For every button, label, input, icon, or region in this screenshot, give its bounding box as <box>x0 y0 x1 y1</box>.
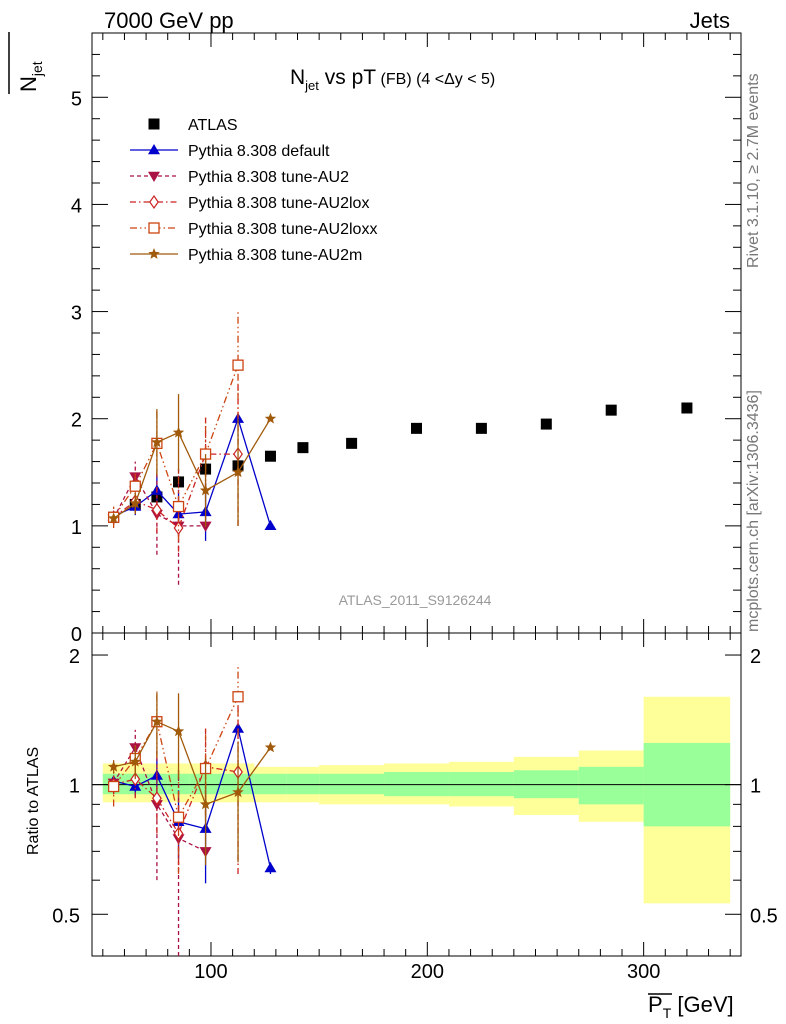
series-5-point <box>129 497 141 509</box>
series-0-point <box>297 442 309 454</box>
watermark-label: ATLAS_2011_S9126244 <box>339 592 492 608</box>
series-2 <box>107 461 212 956</box>
legend-entry: ATLAS <box>148 117 238 134</box>
series-4-ratio-point <box>172 811 185 823</box>
y-tick-label: 5 <box>71 88 82 110</box>
legend-label: Pythia 8.308 tune-AU2 <box>188 169 349 186</box>
series-0-point <box>346 437 358 449</box>
series-0-point <box>475 422 487 434</box>
series-0 <box>108 402 693 523</box>
series-5-ratio-point <box>107 760 120 772</box>
svg-text:PT [GeV]: PT [GeV] <box>648 992 734 1021</box>
band-inner-bin <box>167 773 190 795</box>
ratio-tick-label-right: 2 <box>750 646 761 668</box>
y-tick-label: 1 <box>71 517 82 539</box>
series-3-ratio-point <box>151 791 162 806</box>
series-5-ratio-point <box>172 725 185 737</box>
band-inner-bin <box>448 771 514 797</box>
series-5-point <box>264 412 277 424</box>
legend-entry: Pythia 8.308 tune-AU2 <box>130 169 349 186</box>
header-left-label: 7000 GeV pp <box>104 8 234 33</box>
series-3-point <box>151 502 162 517</box>
series-4-ratio-point <box>107 780 120 793</box>
series-5-ratio-point <box>264 741 277 753</box>
legend-marker <box>148 248 160 259</box>
ratio-tick-label-left: 0.5 <box>52 905 80 927</box>
series-0-point <box>411 422 422 434</box>
ratio-tick-label-left: 1 <box>69 776 80 798</box>
series-2-line <box>113 475 206 527</box>
ratio-y-axis-label: Ratio to ATLAS <box>25 747 42 855</box>
ratio-tick-label-left: 2 <box>69 646 80 668</box>
series-5-ratio-point <box>129 755 141 767</box>
legend-marker <box>149 194 159 210</box>
x-tick-label: 100 <box>194 961 227 983</box>
svg-text:Njet: Njet <box>16 61 45 92</box>
y-axis-label: Njet <box>8 32 45 94</box>
legend-entry: Pythia 8.308 tune-AU2lox <box>130 194 369 212</box>
band-inner-bin <box>384 771 449 797</box>
ratio-tick-label-right: 1 <box>750 776 761 798</box>
series-0-point <box>264 450 276 462</box>
series-5-point <box>107 512 120 524</box>
legend-label: Pythia 8.308 tune-AU2lox <box>188 195 369 212</box>
x-tick-label: 200 <box>411 961 444 983</box>
y-tick-label: 2 <box>71 410 82 432</box>
legend-marker <box>148 144 160 155</box>
legend-entry: Pythia 8.308 default <box>130 143 330 160</box>
legend-label: Pythia 8.308 tune-AU2m <box>188 247 362 264</box>
legend-entry: Pythia 8.308 tune-AU2m <box>130 247 362 264</box>
header-right-label: Jets <box>689 8 730 33</box>
chart-title: Njet vs pT (FB) (4 <Δy < 5) <box>290 66 495 93</box>
ratio-tick-label-right: 0.5 <box>750 905 778 927</box>
x-tick-label: 300 <box>627 961 660 983</box>
legend-entry: Pythia 8.308 tune-AU2loxx <box>130 221 377 238</box>
legend-label: Pythia 8.308 tune-AU2loxx <box>188 221 377 238</box>
band-inner-bin <box>254 773 287 795</box>
y-tick-label: 0 <box>71 624 82 646</box>
y-tick-label: 4 <box>71 195 82 217</box>
legend-label: Pythia 8.308 default <box>188 143 330 160</box>
band-inner-bin <box>578 766 644 805</box>
series-0-point <box>605 404 617 416</box>
series-5-point <box>172 426 185 438</box>
series-5 <box>107 394 277 866</box>
legend-marker <box>148 171 160 182</box>
band-inner-bin <box>286 773 320 795</box>
series-1-ratio-point <box>264 862 277 873</box>
series-4-ratio-point <box>232 691 244 703</box>
y-tick-label: 3 <box>71 303 82 325</box>
series-5-ratio-point <box>199 798 212 810</box>
series-1-ratio-point <box>232 722 245 733</box>
series-5-point <box>199 484 212 496</box>
series-5-ratio-point <box>232 786 244 798</box>
series-4-point <box>172 500 185 513</box>
legend-marker <box>148 222 160 234</box>
series-0-point <box>540 418 552 430</box>
series-5-point <box>232 466 244 478</box>
legend-label: ATLAS <box>188 117 238 134</box>
ratio-plot-frame <box>91 632 742 957</box>
x-axis-label: PT [GeV] <box>648 992 734 1021</box>
series-4-point <box>232 359 244 371</box>
band-inner-bin <box>319 773 385 795</box>
series-5-ratio-point <box>151 715 163 727</box>
series-5-point <box>151 436 163 448</box>
series-4-point <box>129 480 141 492</box>
series-1-point <box>264 519 277 531</box>
legend-marker <box>148 118 160 130</box>
series-4-line <box>113 364 239 518</box>
series-0-point <box>681 402 693 414</box>
